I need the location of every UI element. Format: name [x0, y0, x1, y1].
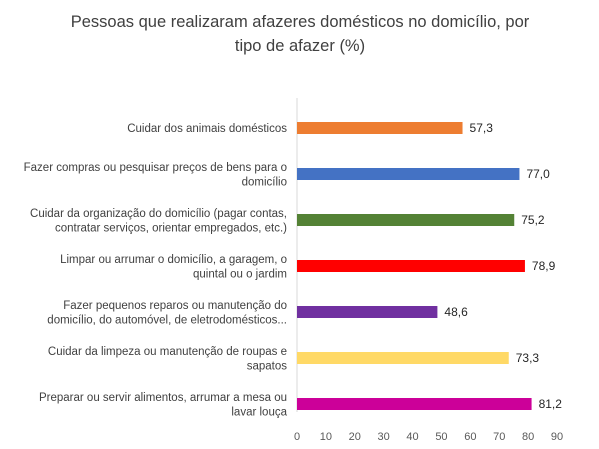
- category-label: Cuidar da limpeza ou manutenção de roupa…: [48, 346, 287, 358]
- data-label: 75,2: [521, 213, 545, 227]
- chart-title-line: tipo de afazer (%): [234, 37, 366, 55]
- bar: [297, 214, 515, 226]
- category-label: Preparar ou servir alimentos, arrumar a …: [39, 392, 287, 404]
- bar: [297, 398, 532, 410]
- category-label: Cuidar dos animais domésticos: [127, 123, 287, 135]
- data-label: 78,9: [532, 259, 556, 273]
- category-label: Cuidar da organização do domicílio (paga…: [30, 208, 287, 220]
- category-label: lavar louça: [231, 406, 287, 418]
- bar: [297, 122, 463, 134]
- x-tick-label: 10: [320, 431, 332, 443]
- category-label: Fazer compras ou pesquisar preços de ben…: [24, 162, 287, 174]
- category-label: domicílio, do automóvel, de eletrodomést…: [47, 314, 287, 326]
- chart-title-line: Pessoas que realizaram afazeres doméstic…: [70, 13, 530, 31]
- bar: [297, 168, 520, 180]
- x-tick-label: 0: [294, 431, 300, 443]
- bar: [297, 306, 438, 318]
- data-label: 81,2: [539, 397, 563, 411]
- category-label: Limpar ou arrumar o domicílio, a garagem…: [60, 254, 287, 266]
- bar: [297, 352, 509, 364]
- x-tick-label: 40: [406, 431, 418, 443]
- x-tick-label: 20: [349, 431, 361, 443]
- category-label: Fazer pequenos reparos ou manutenção do: [63, 300, 287, 312]
- data-label: 73,3: [516, 351, 540, 365]
- data-label: 48,6: [444, 305, 468, 319]
- x-tick-label: 80: [522, 431, 534, 443]
- x-tick-label: 70: [493, 431, 505, 443]
- category-label: sapatos: [247, 360, 288, 372]
- bar: [297, 260, 525, 272]
- category-label: contratar serviços, orientar empregados,…: [55, 222, 287, 234]
- category-label: quintal ou o jardim: [193, 268, 287, 280]
- x-tick-label: 50: [435, 431, 447, 443]
- data-label: 77,0: [526, 167, 550, 181]
- chart-title: Pessoas que realizaram afazeres doméstic…: [40, 10, 560, 58]
- x-tick-label: 90: [551, 431, 563, 443]
- category-label: domicílio: [242, 176, 287, 188]
- data-label: 57,3: [470, 121, 494, 135]
- x-tick-label: 30: [378, 431, 390, 443]
- x-tick-label: 60: [464, 431, 476, 443]
